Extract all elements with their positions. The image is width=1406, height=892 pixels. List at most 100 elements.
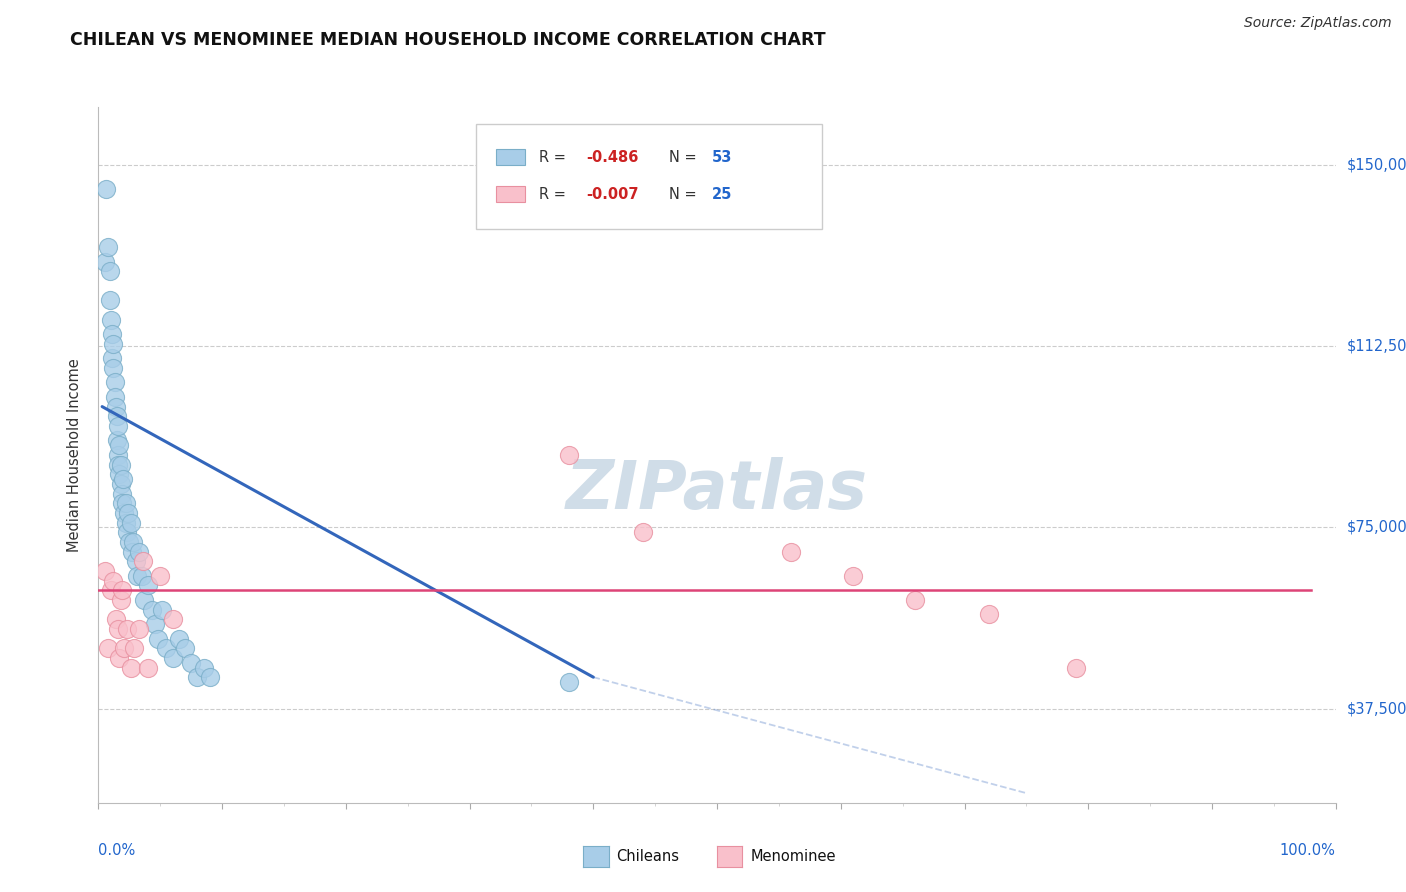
Point — [97, 240, 120, 254]
Y-axis label: Median Household Income: Median Household Income — [67, 358, 83, 552]
Text: 25: 25 — [711, 186, 733, 202]
Point — [104, 612, 127, 626]
Point — [162, 612, 184, 626]
Point — [117, 506, 139, 520]
Point — [180, 656, 202, 670]
Point — [198, 670, 221, 684]
Point — [110, 458, 132, 472]
Point — [167, 632, 190, 646]
Point — [103, 390, 125, 404]
Point — [114, 516, 136, 530]
Point — [107, 448, 129, 462]
Point — [104, 400, 127, 414]
Point — [100, 583, 122, 598]
Point — [174, 641, 197, 656]
Point — [136, 660, 159, 674]
Point — [115, 525, 138, 540]
Point — [149, 568, 172, 582]
Point — [128, 544, 150, 558]
Point — [155, 641, 177, 656]
Point — [101, 327, 124, 342]
Point — [557, 448, 579, 462]
Point — [101, 351, 124, 366]
Point — [103, 336, 125, 351]
Point — [128, 622, 150, 636]
Text: Menominee: Menominee — [751, 849, 837, 863]
Point — [108, 651, 131, 665]
Point — [107, 419, 129, 434]
Point — [557, 675, 579, 690]
Point — [105, 434, 128, 448]
Point — [118, 534, 141, 549]
Point — [120, 516, 142, 530]
Point — [122, 534, 145, 549]
Text: $75,000: $75,000 — [1347, 520, 1406, 535]
Text: -0.007: -0.007 — [586, 186, 638, 202]
Point — [111, 496, 134, 510]
Point — [110, 592, 132, 607]
Point — [107, 458, 129, 472]
Point — [98, 293, 121, 308]
Text: Chileans: Chileans — [616, 849, 679, 863]
Point — [146, 632, 169, 646]
FancyBboxPatch shape — [495, 186, 526, 202]
Point — [112, 472, 135, 486]
Point — [112, 641, 135, 656]
Point — [124, 641, 146, 656]
Point — [131, 568, 153, 582]
Point — [100, 312, 122, 326]
Text: 53: 53 — [711, 150, 733, 165]
Point — [112, 506, 135, 520]
Point — [124, 554, 146, 568]
Text: R =: R = — [538, 150, 571, 165]
Text: 100.0%: 100.0% — [1279, 843, 1336, 858]
Point — [103, 574, 125, 588]
Point — [1064, 660, 1087, 674]
Text: R =: R = — [538, 186, 571, 202]
Text: CHILEAN VS MENOMINEE MEDIAN HOUSEHOLD INCOME CORRELATION CHART: CHILEAN VS MENOMINEE MEDIAN HOUSEHOLD IN… — [70, 31, 825, 49]
Point — [141, 602, 163, 616]
Text: $150,000: $150,000 — [1347, 158, 1406, 172]
Point — [103, 361, 125, 376]
Point — [93, 254, 115, 268]
Point — [111, 583, 134, 598]
Point — [105, 409, 128, 424]
Point — [94, 182, 117, 196]
Point — [111, 486, 134, 500]
Point — [103, 376, 125, 390]
Point — [93, 564, 115, 578]
Text: N =: N = — [669, 150, 702, 165]
Text: 0.0%: 0.0% — [98, 843, 135, 858]
Point — [150, 602, 173, 616]
Point — [107, 622, 129, 636]
Point — [97, 641, 120, 656]
Point — [120, 660, 142, 674]
Text: -0.486: -0.486 — [586, 150, 638, 165]
Point — [108, 467, 131, 482]
Point — [132, 554, 155, 568]
Text: Source: ZipAtlas.com: Source: ZipAtlas.com — [1244, 16, 1392, 30]
Point — [108, 438, 131, 452]
FancyBboxPatch shape — [475, 124, 823, 229]
Point — [121, 544, 143, 558]
Text: $112,500: $112,500 — [1347, 339, 1406, 354]
Point — [631, 525, 654, 540]
Point — [979, 607, 1001, 622]
Point — [114, 496, 136, 510]
Point — [98, 264, 121, 278]
Point — [842, 568, 865, 582]
Point — [780, 544, 803, 558]
Point — [193, 660, 215, 674]
Point — [904, 592, 927, 607]
Point — [115, 622, 138, 636]
Point — [162, 651, 184, 665]
Point — [134, 592, 156, 607]
Point — [143, 617, 166, 632]
Text: ZIPatlas: ZIPatlas — [567, 457, 868, 523]
Point — [186, 670, 208, 684]
Point — [110, 476, 132, 491]
Text: $37,500: $37,500 — [1347, 701, 1406, 716]
Point — [125, 568, 148, 582]
FancyBboxPatch shape — [495, 149, 526, 166]
Point — [136, 578, 159, 592]
